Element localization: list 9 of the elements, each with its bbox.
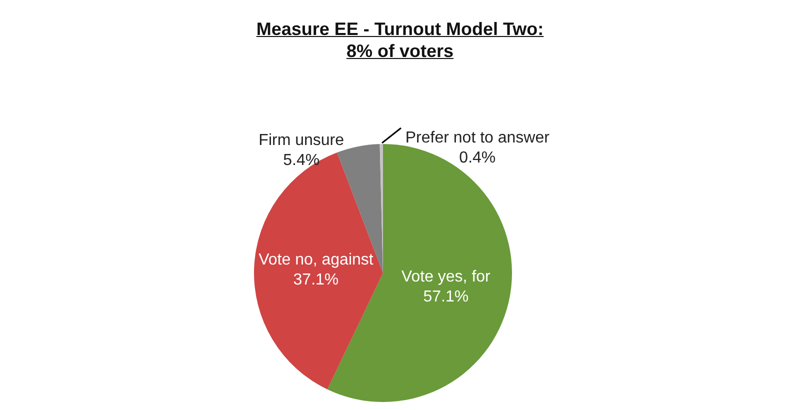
slice-label: Vote no, against <box>258 252 374 269</box>
data-label: 0.4% <box>459 149 496 166</box>
slice-label: Prefer not to answer <box>405 129 550 146</box>
slice-label: Firm unsure <box>258 132 344 149</box>
data-label: 57.1% <box>423 288 469 306</box>
data-label: 5.4% <box>283 152 320 169</box>
slice-label: Vote yes, for <box>401 268 492 286</box>
data-label: 37.1% <box>293 272 339 289</box>
chart-title: Measure EE - Turnout Model Two: 8% of voters <box>255 18 545 62</box>
